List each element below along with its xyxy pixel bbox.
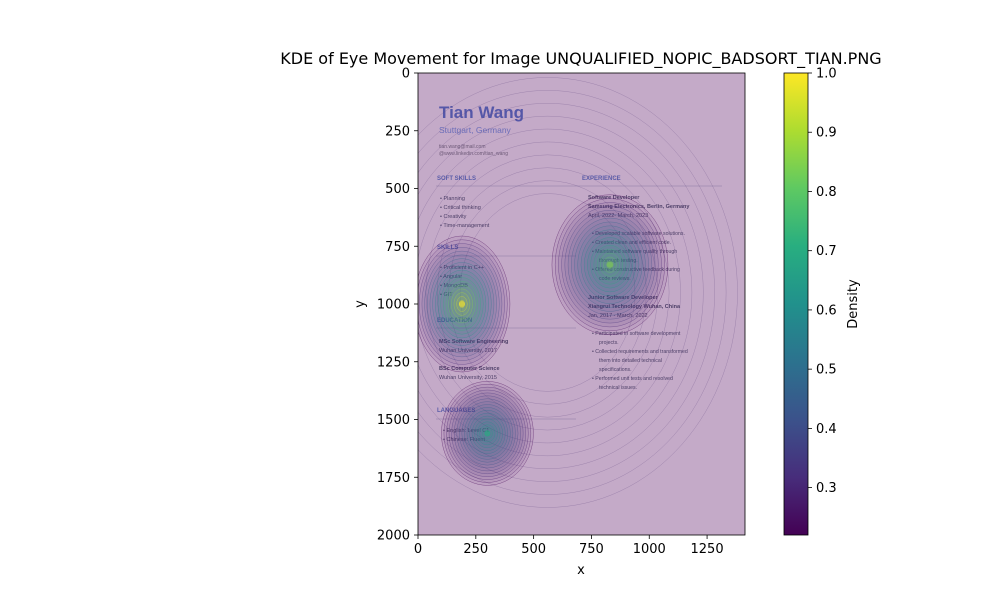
resume-bullet: • English: Level C1 xyxy=(443,428,489,434)
section-heading: EDUCATION xyxy=(437,318,472,324)
resume-text: Wuhan University, 2017 xyxy=(439,348,497,354)
kde-envelope-contour xyxy=(459,193,636,392)
resume-bullet: • Critical thinking xyxy=(440,205,481,211)
chart-title: KDE of Eye Movement for Image UNQUALIFIE… xyxy=(280,49,881,69)
resume-bullet: • Collected requirements and transformed xyxy=(592,349,688,355)
colorbar-tick-label: 1.0 xyxy=(816,67,837,82)
colorbar-tick-label: 0.7 xyxy=(816,244,837,259)
y-tick-label: 1500 xyxy=(377,413,410,428)
resume-bullet: • Chinese: Fluent xyxy=(443,437,485,443)
x-tick-label: 0 xyxy=(414,542,422,557)
resume-name: Tian Wang xyxy=(439,103,524,122)
resume-bullet: • Time-management xyxy=(440,223,490,229)
resume-bullet: • GIT xyxy=(440,292,453,298)
kde-envelope-contour xyxy=(437,167,658,418)
colorbar-tick-label: 0.5 xyxy=(816,363,837,378)
resume-bullet: • Maintained software quality through xyxy=(592,249,677,255)
resume-bullet: • Participated in software development xyxy=(592,331,681,337)
job-dates: Jan, 2017 - March, 2022 xyxy=(588,313,648,319)
colorbar-tick-label: 0.3 xyxy=(816,481,837,496)
section-heading: SKILLS xyxy=(437,245,458,251)
resume-text: Wuhan University, 2015 xyxy=(439,375,497,381)
kde-envelope-contour xyxy=(418,77,738,508)
density-peak xyxy=(458,301,465,307)
x-tick-label: 250 xyxy=(463,542,488,557)
colorbar: 0.3 0.4 0.5 0.6 0.7 0.8 0.9 1.0 Density xyxy=(783,67,861,536)
colorbar-ticks: 0.3 0.4 0.5 0.6 0.7 0.8 0.9 1.0 xyxy=(808,67,837,496)
resume-text: BSc Computer Science xyxy=(439,366,500,372)
colorbar-tick-label: 0.9 xyxy=(816,126,837,141)
density-peak xyxy=(484,430,491,437)
resume-text: projects. xyxy=(599,340,619,346)
resume-bullet: • Performed unit tests and resolved xyxy=(592,376,673,382)
kde-envelope-contour xyxy=(418,128,693,457)
job-dates: April, 2022- March, 2023 xyxy=(588,213,648,219)
job-company: Samsung Electronics, Berlin, Germany xyxy=(588,204,690,210)
y-tick-label: 2000 xyxy=(377,529,410,544)
section-heading: EXPERIENCE xyxy=(582,176,621,182)
resume-text: specifications. xyxy=(599,367,632,373)
job-title: Junior Software Developer xyxy=(588,295,659,301)
colorbar-gradient xyxy=(783,72,809,536)
kde-envelope-contour xyxy=(418,141,681,444)
density-peak xyxy=(606,261,613,268)
x-axis: 0 250 500 750 1000 1250 xyxy=(414,535,724,557)
y-axis-label: y xyxy=(353,300,368,308)
y-tick-label: 0 xyxy=(402,67,410,82)
job-title: Software Developer xyxy=(588,195,640,201)
section-heading: SOFT SKILLS xyxy=(437,176,476,182)
resume-text: thorough testing. xyxy=(599,258,638,264)
resume-bullet: • Created clean and efficient code. xyxy=(592,240,671,246)
resume-bullet: • Developed scalable software solutions. xyxy=(592,231,685,237)
resume-bullet: • Angular xyxy=(440,274,462,280)
x-axis-label: x xyxy=(577,563,585,578)
job-company: Xiangrui Technology Wuhan, China xyxy=(588,304,681,310)
y-tick-label: 750 xyxy=(385,240,410,255)
x-tick-label: 500 xyxy=(521,542,546,557)
kde-envelope-contour xyxy=(448,180,647,405)
x-tick-label: 1250 xyxy=(691,542,724,557)
resume-bullet: • Proficient in C++ xyxy=(440,265,484,271)
colorbar-tick-label: 0.4 xyxy=(816,422,837,437)
x-tick-label: 750 xyxy=(579,542,604,557)
kde-envelope-contour xyxy=(425,154,670,431)
resume-location: Stuttgart, Germany xyxy=(439,125,512,135)
resume-contact-2: @www.linkedin.com/tian_wang xyxy=(439,151,508,157)
y-tick-label: 250 xyxy=(385,124,410,139)
section-heading: LANGUAGES xyxy=(437,408,475,414)
colorbar-label: Density xyxy=(846,279,861,329)
y-axis: 0 250 500 750 1000 1250 1500 1750 2000 xyxy=(377,67,418,544)
resume-text: technical issues. xyxy=(599,385,637,391)
resume-bullet: • MongoDB xyxy=(440,283,468,289)
kde-contours xyxy=(418,77,738,508)
y-tick-label: 1250 xyxy=(377,355,410,370)
colorbar-tick-label: 0.8 xyxy=(816,185,837,200)
y-tick-label: 500 xyxy=(385,182,410,197)
resume-bullet: • Offered constructive feedback during xyxy=(592,267,680,273)
kde-envelope-contour xyxy=(418,103,715,482)
kde-envelope-contour xyxy=(418,90,727,495)
resume-contact-1: tian.wang@mail.com xyxy=(439,144,485,150)
resume-bullet: • Planning xyxy=(440,196,465,202)
resume-text: them into detailed technical xyxy=(599,358,662,364)
plot-area: Tian Wang Stuttgart, Germany tian.wang@m… xyxy=(418,73,745,535)
y-tick-label: 1750 xyxy=(377,471,410,486)
kde-envelope-contour xyxy=(418,115,704,469)
x-tick-label: 1000 xyxy=(633,542,666,557)
colorbar-tick-label: 0.6 xyxy=(816,303,837,318)
y-tick-label: 1000 xyxy=(377,298,410,313)
resume-image: Tian Wang Stuttgart, Germany tian.wang@m… xyxy=(436,103,722,443)
resume-bullet: • Creativity xyxy=(440,214,467,220)
